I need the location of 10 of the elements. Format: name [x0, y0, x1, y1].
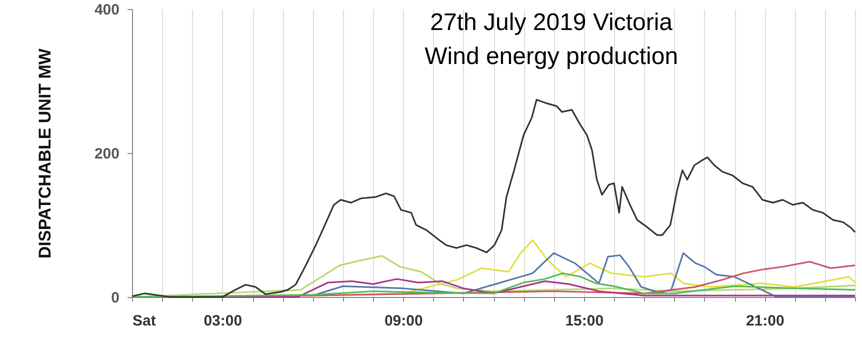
x-tick-label: Sat	[132, 312, 156, 330]
y-axis-title: DISPATCHABLE UNIT MW	[35, 48, 54, 258]
x-tick-label: 21:00	[746, 312, 784, 330]
y-tick-label: 0	[111, 290, 120, 306]
x-tick-label: 03:00	[204, 312, 242, 330]
x-tick-label: 15:00	[565, 312, 604, 330]
y-tick-label: 200	[94, 146, 120, 162]
text: 27th July 2019 Victoria Wind energy production	[424, 9, 678, 70]
y-tick-label: 400	[94, 2, 120, 18]
x-tick-label: 09:00	[384, 312, 423, 330]
